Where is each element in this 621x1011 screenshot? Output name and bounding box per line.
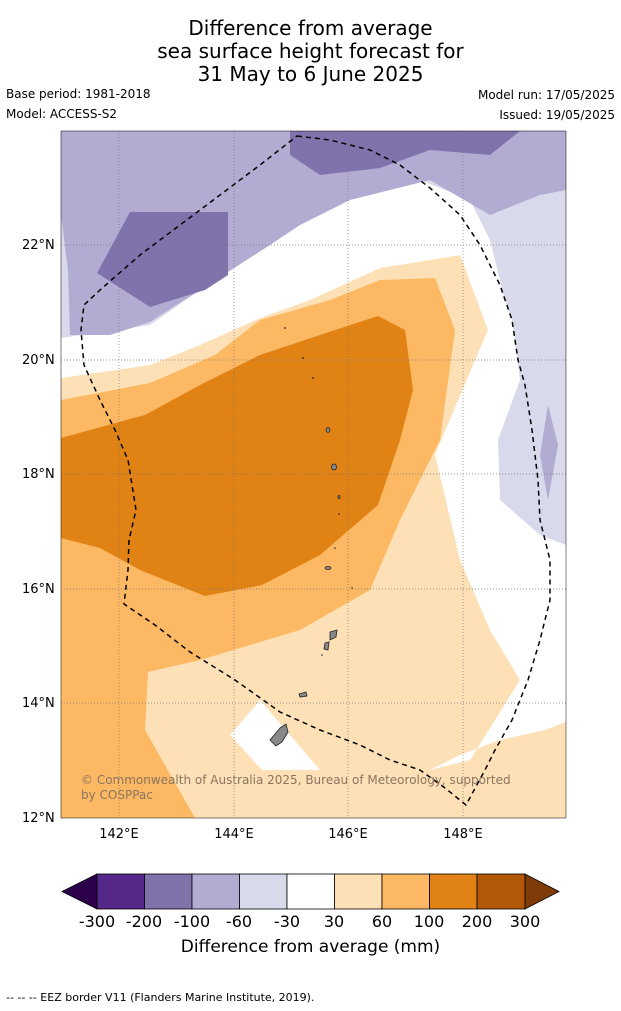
guam-island [269,723,289,747]
islets [284,327,353,656]
colorbar-label: -300 [78,912,116,931]
colorbar-segment [144,873,193,910]
colorbar-segment [191,873,240,910]
lat-label-14n: 14°N [22,696,55,711]
lon-label-144e: 144°E [214,827,254,842]
colorbar-segment [286,873,335,910]
small-island [337,495,341,499]
band-minus100-minus200-north [290,131,520,175]
eez-footnote: -- -- -- EEZ border V11 (Flanders Marine… [6,991,315,1004]
anomaly-field [61,131,566,818]
colorbar [61,873,560,910]
colorbar-extend-high [524,873,560,910]
band-minus100-minus200-west [97,212,228,307]
lat-label-22n: 22°N [22,238,55,253]
colorbar-label: -100 [173,912,211,931]
colorbar-label: -30 [273,912,301,931]
colorbar-label: -60 [225,912,253,931]
colorbar-segment [239,873,288,910]
colorbar-label: 200 [461,912,493,931]
lat-label-16n: 16°N [22,582,55,597]
colorbar-label: -200 [125,912,163,931]
model-label: Model: ACCESS-S2 [6,107,118,121]
lat-label-20n: 20°N [22,353,55,368]
map-frame [60,130,567,819]
lon-label-142e: 142°E [99,827,139,842]
small-island [325,427,331,433]
small-island [324,566,332,570]
base-period-label: Base period: 1981-2018 [6,87,151,101]
attribution-line-1: © Commonwealth of Australia 2025, Bureau… [81,773,511,787]
colorbar-segment [476,873,526,910]
lon-label-148e: 148°E [443,827,483,842]
colorbar-segment [96,873,145,910]
lon-label-146e: 146°E [328,827,368,842]
map-title-line-2: sea surface height forecast for [157,39,464,63]
islands [269,427,341,747]
map-gridlines [61,131,566,818]
colorbar-segment [334,873,383,910]
colorbar-segment [381,873,430,910]
colorbar-title: Difference from average (mm) [180,937,441,957]
tinian-island [323,641,330,651]
colorbar-label: 100 [413,912,445,931]
saipan-island [329,629,338,641]
model-run-label: Model run: 17/05/2025 [477,88,615,102]
colorbar-segment [429,873,478,910]
rota-island [298,691,308,698]
map-title-line-1: Difference from average [188,16,433,40]
lat-label-18n: 18°N [22,467,55,482]
attribution-line-2: by COSPPac [81,788,153,802]
colorbar-label: 30 [323,912,345,931]
lat-label-12n: 12°N [22,811,55,826]
issued-label: Issued: 19/05/2025 [499,108,615,122]
colorbar-label: 60 [371,912,393,931]
small-island [331,463,337,471]
eez-border [80,135,551,807]
colorbar-label: 300 [509,912,541,931]
colorbar-extend-low [61,873,98,910]
map-title-line-3: 31 May to 6 June 2025 [197,62,424,86]
band-100-200 [61,316,413,596]
forecast-map: © Commonwealth of Australia 2025, Bureau… [60,130,567,819]
